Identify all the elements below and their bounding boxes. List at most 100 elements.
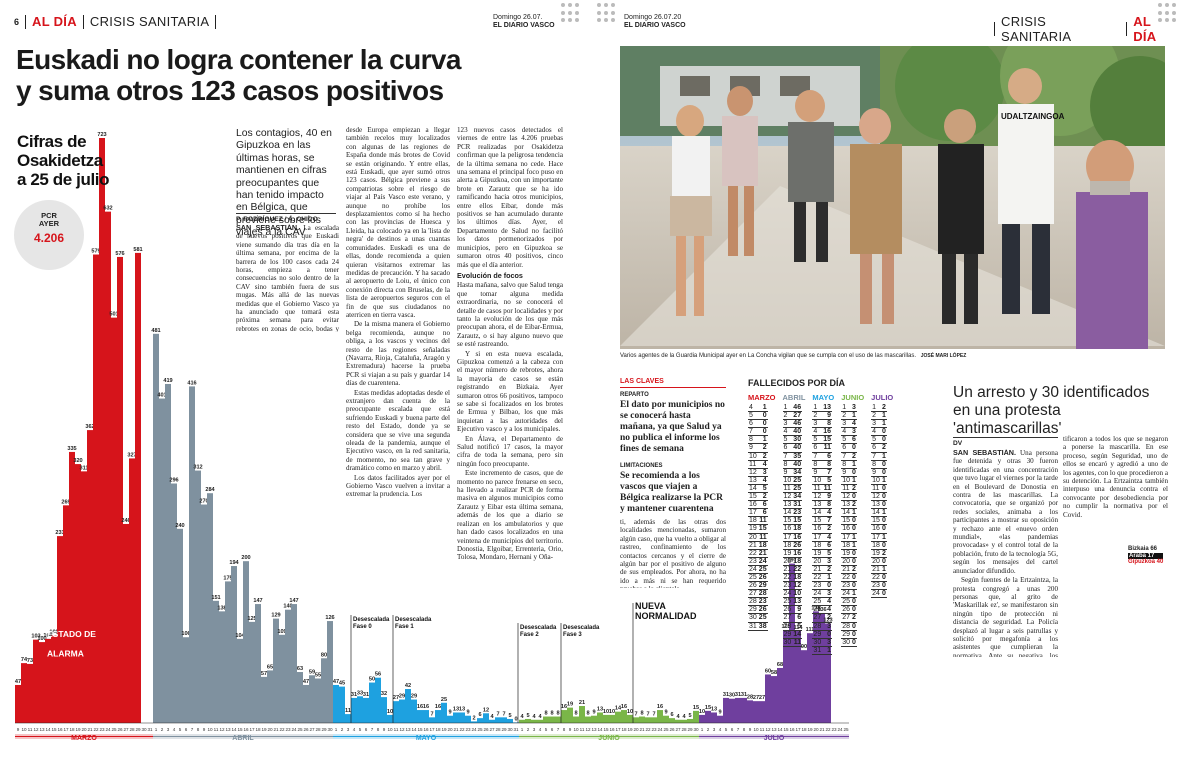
bar	[819, 612, 825, 723]
bar	[579, 706, 585, 723]
bar-value-label: 10	[699, 709, 705, 715]
bar-value-label: 16	[423, 704, 429, 710]
day-cell: 6	[841, 443, 852, 453]
deaths-cell: 21	[757, 549, 768, 558]
bar	[243, 561, 249, 723]
bar-value-label: 14	[615, 706, 622, 712]
table-row: 19 0	[841, 549, 857, 558]
bar	[165, 383, 171, 723]
bar-value-label: 147	[289, 598, 298, 604]
table-row: 16 18	[782, 524, 803, 534]
bar-value-label: 231	[55, 530, 64, 536]
side-byline: DV	[953, 437, 1058, 447]
bar-value-label: 28	[747, 694, 753, 700]
x-tick-label: 21	[453, 727, 459, 732]
day-cell: 18	[748, 516, 758, 526]
dateline: SAN SEBASTIÁN.	[236, 224, 300, 232]
table-row: 28 3	[812, 622, 833, 631]
x-tick-label: 20	[81, 727, 87, 732]
day-cell: 15	[812, 516, 823, 526]
day-cell: 20	[841, 557, 852, 566]
bar-value-label: 2	[472, 715, 475, 721]
bar	[27, 663, 33, 723]
bar-value-label: 7	[502, 711, 505, 717]
bar-value-label: 16	[561, 704, 567, 710]
bar	[699, 714, 705, 723]
table-row: 15 2	[748, 492, 768, 502]
bar-value-label: 104	[235, 633, 245, 639]
paragraph: De la misma manera el Gobierno belga rec…	[346, 320, 450, 388]
day-cell: 11	[812, 484, 823, 494]
bar-value-label: 65	[267, 664, 273, 670]
bar	[825, 623, 831, 723]
bar	[603, 714, 609, 723]
table-row: 28 5	[782, 622, 803, 631]
table-row: 26 0	[841, 605, 857, 615]
article-lead: Los contagios, 40 en Gipuzkoa en las últ…	[236, 128, 332, 239]
bar	[21, 663, 27, 723]
deaths-cell: 8	[822, 500, 833, 510]
bar	[645, 717, 651, 723]
table-row: 24 0	[871, 589, 887, 599]
table-row: 18 6	[812, 541, 833, 550]
day-cell: 26	[748, 581, 758, 591]
bar	[99, 138, 105, 723]
table-row: 19 16	[782, 549, 803, 558]
x-tick-label: 13	[591, 727, 597, 732]
x-tick-label: 17	[429, 727, 435, 732]
deaths-cell: 0	[880, 460, 887, 469]
section-primary: AL DÍA	[1133, 14, 1157, 44]
day-cell: 27	[812, 613, 823, 623]
x-tick-label: 16	[609, 727, 615, 732]
table-row: 12 0	[871, 492, 887, 502]
deaths-cell: 0	[880, 573, 887, 583]
bar	[393, 701, 399, 723]
table-row: 13 2	[841, 500, 857, 510]
bar	[75, 464, 81, 723]
bar-value-label: 47	[333, 679, 339, 685]
x-tick-label: 7	[371, 727, 374, 732]
bar-value-label: 13	[459, 706, 465, 712]
day-cell: 7	[812, 452, 823, 461]
pcr-badge: PCR AYER 4.206	[14, 200, 84, 270]
table-row: 20 3	[812, 557, 833, 566]
bar	[261, 676, 267, 723]
x-tick-label: 24	[105, 727, 111, 732]
bar	[219, 611, 225, 723]
x-tick-label: 20	[447, 727, 453, 732]
table-row: 5 15	[812, 435, 833, 445]
bar-value-label: 8	[640, 711, 643, 717]
table-row: 20 0	[841, 557, 857, 566]
issue-date: Domingo 26.07.	[493, 14, 543, 21]
bar	[555, 716, 561, 723]
deaths-month-column: ABRIL 1 46 2 27 3 46 4 40 5 30 6 40 7 35 8 40 9 34 10 25 11 25…	[782, 393, 805, 655]
deaths-cell: 0	[851, 573, 857, 583]
table-row: 16 0	[841, 524, 857, 534]
deaths-cell: 1	[880, 419, 887, 429]
page-number: 6	[14, 16, 20, 27]
bar	[681, 719, 687, 723]
x-tick-label: 30	[507, 727, 513, 732]
x-tick-label: 16	[423, 727, 429, 732]
day-cell: 10	[871, 476, 881, 485]
day-cell: 8	[871, 460, 881, 469]
deaths-cell: 18	[792, 557, 803, 566]
deaths-month-column: MARZO 4 1 5 0 6 0 7 0 8 1 9 2 10 2 11 4 12 3 13 4 14 5 15 2 16 6 17…	[748, 393, 776, 655]
bar	[345, 714, 351, 723]
bar-value-label: 15	[705, 705, 711, 711]
deaths-table-columns: MARZO 4 1 5 0 6 0 7 0 8 1 9 2 10 2 11 4 12 3 13 4 14 5 15 2 16 6 17…	[748, 393, 933, 655]
day-cell: 2	[841, 411, 852, 421]
province-araba: Araba 17	[1128, 552, 1164, 560]
day-cell: 21	[812, 565, 823, 574]
cases-chart: 9 47 10 74 11 73 12 103 13 100 14 104 15 108 16 231 17 26…	[0, 120, 1178, 755]
x-tick-label: 25	[663, 727, 669, 732]
day-cell: 7	[748, 427, 758, 437]
deaths-cell: 24	[757, 557, 768, 566]
table-row: 17 1	[871, 533, 887, 542]
bar-value-label: 4	[532, 714, 536, 720]
bar	[585, 716, 591, 723]
article-column-1: SAN SEBASTIÁN. La escalada de nuevos pos…	[236, 224, 339, 332]
